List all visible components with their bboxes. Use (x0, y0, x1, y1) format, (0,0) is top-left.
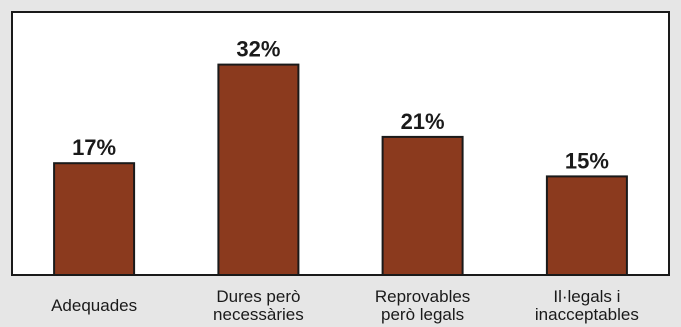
value-label-2: 32% (236, 37, 280, 62)
category-label-1: Adequades (51, 296, 137, 315)
bar-3 (381, 135, 464, 276)
category-label-2: Dures però necessàries (213, 287, 304, 324)
bar-4 (545, 175, 628, 276)
category-labels-group: Adequades Dures però necessàries Reprovable… (51, 287, 639, 324)
category-label-3-line-2: però legals (381, 305, 464, 324)
category-label-3-line-1: Reprovables (375, 287, 470, 306)
value-label-1: 17% (72, 135, 116, 160)
value-label-3: 21% (401, 109, 445, 134)
value-label-4: 15% (565, 148, 609, 173)
bar-1 (53, 162, 136, 276)
bars-group (53, 63, 628, 276)
category-label-3: Reprovables però legals (375, 287, 470, 324)
category-label-2-line-1: Dures però (216, 287, 300, 306)
category-label-4-line-2: inacceptables (535, 305, 639, 324)
value-labels-group: 17% 32% 21% 15% (72, 37, 609, 174)
category-label-1-line-1: Adequades (51, 296, 137, 315)
category-label-4-line-1: Il·legals i (553, 287, 620, 306)
category-label-2-line-2: necessàries (213, 305, 304, 324)
bar-2 (217, 63, 300, 276)
category-label-4: Il·legals i inacceptables (535, 287, 639, 324)
